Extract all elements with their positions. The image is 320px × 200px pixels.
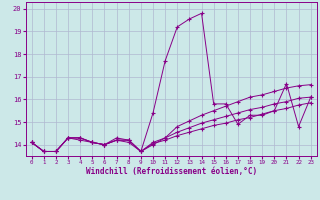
X-axis label: Windchill (Refroidissement éolien,°C): Windchill (Refroidissement éolien,°C) — [86, 167, 257, 176]
